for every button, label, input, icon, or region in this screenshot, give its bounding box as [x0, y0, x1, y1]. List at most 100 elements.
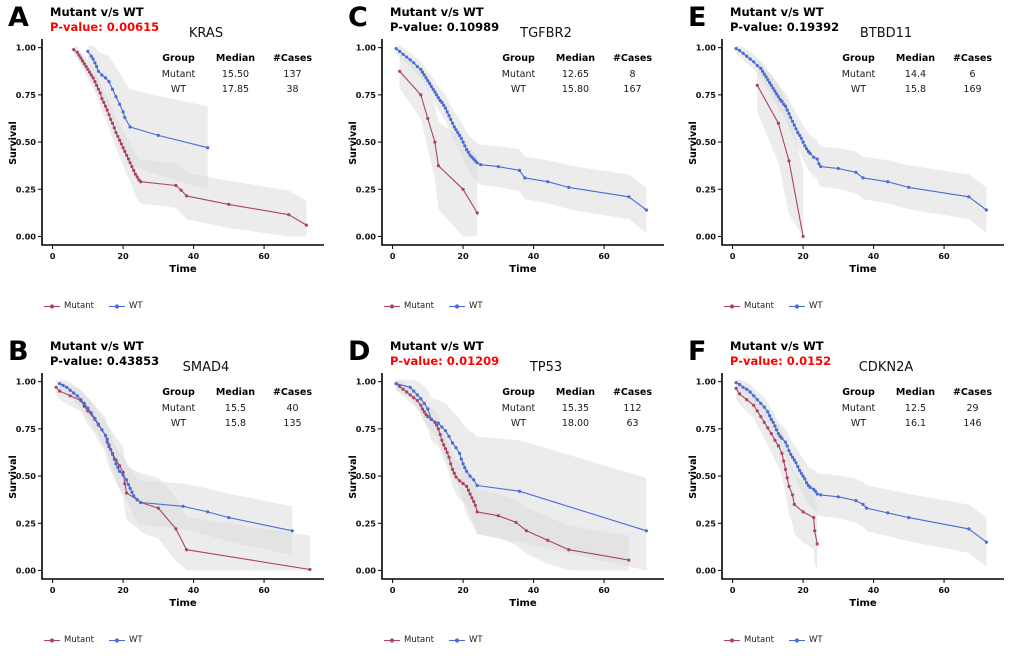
table-row: Mutant 15.35 112 [490, 401, 661, 417]
km-panel-smad4: B Mutant v/s WT P-value: 0.43853 SMAD4 G… [0, 334, 340, 669]
legend-label-wt: WT [128, 301, 143, 311]
x-axis-label: Time [849, 264, 877, 275]
table-header-median: Median [215, 387, 256, 398]
svg-text:0.25: 0.25 [16, 518, 37, 528]
svg-text:20: 20 [117, 585, 129, 595]
y-axis-label: Survival [688, 455, 699, 499]
wt-curve [394, 382, 648, 533]
legend-marker-wt-icon [108, 303, 125, 309]
cell-group: WT [510, 418, 527, 429]
table-row: WT 15.8 135 [150, 416, 321, 432]
svg-text:0: 0 [390, 585, 396, 595]
cell-cases: 6 [969, 68, 976, 80]
legend-item-mutant: Mutant [384, 301, 434, 311]
panel-header: Mutant v/s WT P-value: 0.00615 [50, 5, 159, 35]
svg-text:1.00: 1.00 [16, 43, 37, 53]
svg-text:40: 40 [528, 585, 540, 595]
svg-text:0.50: 0.50 [696, 137, 717, 147]
legend-item-wt: WT [788, 301, 823, 311]
svg-text:0: 0 [730, 251, 736, 261]
table-header-row: Group Median #Cases [150, 385, 321, 401]
svg-text:60: 60 [258, 585, 270, 595]
summary-table: Group Median #Cases Mutant 12.5 29 WT 16… [830, 385, 1001, 432]
svg-text:60: 60 [598, 251, 610, 261]
wt-curve [86, 49, 210, 150]
svg-text:20: 20 [797, 251, 809, 261]
comparison-title: Mutant v/s WT [50, 339, 144, 353]
summary-table: Group Median #Cases Mutant 15.35 112 WT … [490, 385, 661, 432]
svg-text:0.00: 0.00 [356, 231, 377, 241]
comparison-title: Mutant v/s WT [390, 5, 484, 19]
cell-cases: 137 [283, 68, 302, 80]
svg-text:0.25: 0.25 [16, 184, 37, 194]
table-header-median: Median [555, 387, 596, 398]
table-row: WT 16.1 146 [830, 416, 1001, 432]
legend-label-mutant: Mutant [64, 635, 94, 645]
svg-text:1.00: 1.00 [696, 43, 717, 53]
axes: 0.00 0.25 0.50 0.75 1.00 0 20 40 60 [696, 373, 1004, 595]
panel-letter: B [8, 336, 29, 367]
y-axis-label: Survival [348, 455, 359, 499]
mutant-curve [394, 382, 631, 562]
svg-text:60: 60 [598, 585, 610, 595]
legend-item-mutant: Mutant [44, 635, 94, 645]
panel-header: Mutant v/s WT P-value: 0.0152 [730, 339, 831, 369]
summary-table: Group Median #Cases Mutant 15.5 40 WT 15… [150, 385, 321, 432]
table-row: Mutant 12.5 29 [830, 401, 1001, 417]
p-value-text: P-value: 0.01209 [390, 354, 500, 368]
svg-text:0.75: 0.75 [696, 90, 717, 100]
svg-text:0.00: 0.00 [16, 565, 37, 575]
table-header-median: Median [895, 53, 936, 64]
legend-item-mutant: Mutant [724, 301, 774, 311]
plot-legend: Mutant WT [724, 635, 823, 645]
plot-legend: Mutant WT [724, 301, 823, 311]
cell-group: WT [510, 84, 527, 95]
cell-group: Mutant [501, 402, 536, 414]
mutant-curve [755, 83, 805, 238]
survival-plot: 0.00 0.25 0.50 0.75 1.00 0 20 40 60 Time Survival [348, 373, 664, 609]
svg-text:0.00: 0.00 [696, 231, 717, 241]
legend-label-mutant: Mutant [744, 635, 774, 645]
axes: 0.00 0.25 0.50 0.75 1.00 0 20 40 60 [696, 39, 1004, 261]
plot-legend: Mutant WT [384, 635, 483, 645]
cell-group: WT [850, 84, 867, 95]
legend-marker-wt-icon [788, 637, 805, 643]
cell-cases: 169 [963, 84, 982, 95]
legend-label-mutant: Mutant [744, 301, 774, 311]
svg-text:0.25: 0.25 [356, 518, 377, 528]
cell-median: 12.5 [904, 402, 927, 414]
svg-text:0.75: 0.75 [696, 424, 717, 434]
table-header-cases: #Cases [612, 387, 653, 398]
cell-median: 14.4 [904, 68, 927, 80]
table-header-median: Median [895, 387, 936, 398]
svg-text:0.00: 0.00 [696, 565, 717, 575]
plot-legend: Mutant WT [44, 301, 143, 311]
survival-plot: 0.00 0.25 0.50 0.75 1.00 0 20 40 60 Time Survival [688, 373, 1004, 609]
cell-median: 15.8 [904, 84, 927, 95]
axes: 0.00 0.25 0.50 0.75 1.00 0 20 40 60 [356, 373, 664, 595]
summary-table: Group Median #Cases Mutant 14.4 6 WT 15.… [830, 51, 1001, 98]
table-row: Mutant 15.5 40 [150, 401, 321, 417]
svg-text:40: 40 [868, 585, 880, 595]
cell-group: WT [170, 418, 187, 429]
svg-text:0.75: 0.75 [16, 90, 37, 100]
table-header-cases: #Cases [612, 53, 653, 64]
panel-letter: E [688, 2, 707, 33]
svg-text:0: 0 [730, 585, 736, 595]
table-header-cases: #Cases [272, 53, 313, 64]
svg-text:0: 0 [390, 251, 396, 261]
comparison-title: Mutant v/s WT [390, 339, 484, 353]
confidence-bands [736, 379, 987, 571]
table-header-median: Median [555, 53, 596, 64]
x-axis-label: Time [169, 598, 197, 609]
svg-text:0.75: 0.75 [356, 90, 377, 100]
cell-median: 17.85 [221, 84, 250, 95]
legend-label-mutant: Mutant [404, 635, 434, 645]
cell-group: Mutant [841, 68, 876, 80]
cell-median: 15.35 [561, 402, 590, 414]
table-row: WT 18.00 63 [490, 416, 661, 432]
svg-text:40: 40 [188, 251, 200, 261]
svg-text:20: 20 [457, 585, 469, 595]
panel-header: Mutant v/s WT P-value: 0.19392 [730, 5, 839, 35]
